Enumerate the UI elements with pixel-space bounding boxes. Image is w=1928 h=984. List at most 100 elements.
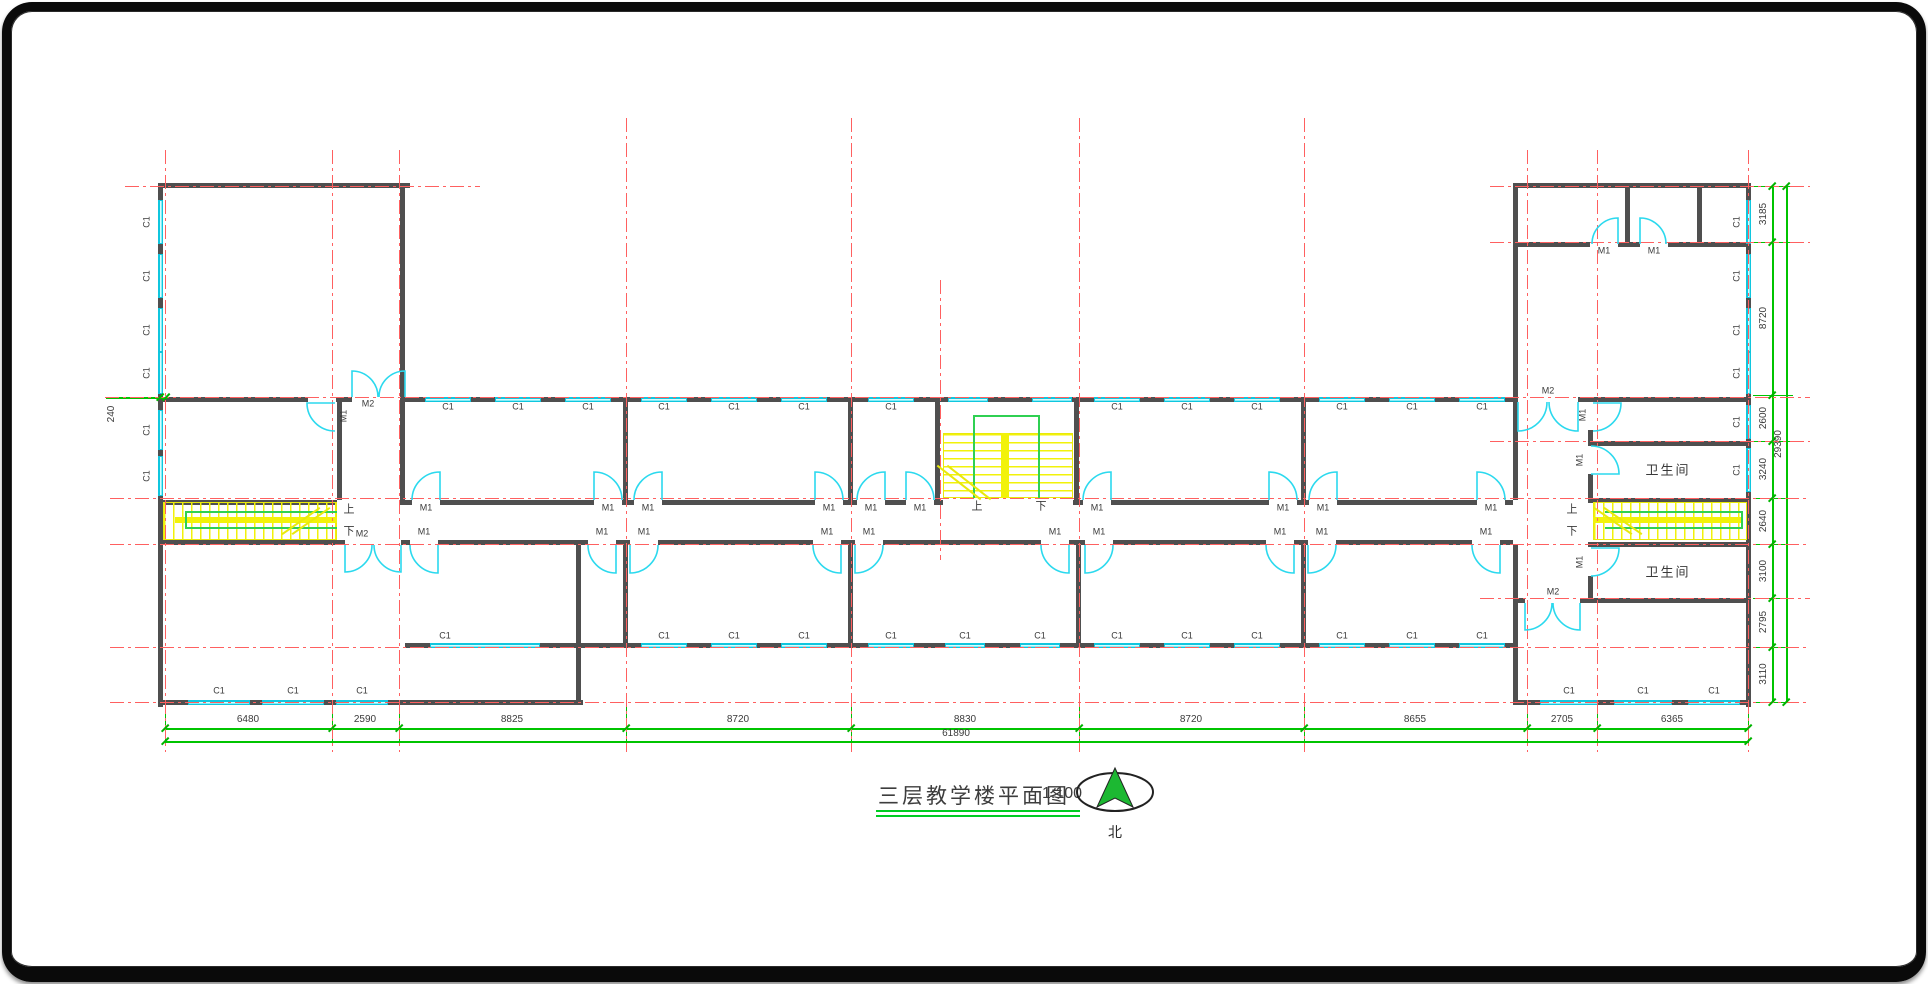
- door-label: M1: [1276, 502, 1290, 513]
- double-door-label: M2: [1546, 586, 1560, 597]
- wall: [1301, 545, 1306, 643]
- door-label: M1: [864, 502, 878, 513]
- stair-down-label: 下: [1035, 500, 1047, 513]
- dimension-label: 3185: [1758, 202, 1769, 226]
- door-label: M1: [820, 526, 834, 537]
- door-m1: [409, 544, 439, 574]
- door-label: M1: [1484, 502, 1498, 513]
- axis-line-vertical: [1597, 150, 1598, 752]
- axis-line-vertical: [626, 118, 627, 752]
- wall: [1074, 397, 1079, 505]
- stair-rail: [1038, 415, 1040, 498]
- wall: [405, 500, 412, 505]
- axis-line-vertical: [1304, 118, 1305, 752]
- title-underline: [876, 815, 1080, 817]
- drawing-title: 三层教学楼平面图: [878, 785, 1070, 808]
- window-label: C1: [439, 630, 451, 641]
- door-m2: [1552, 602, 1581, 631]
- stair-landing-bar: [1001, 433, 1009, 498]
- window-label: C1: [1637, 685, 1649, 696]
- door-m2: [344, 544, 373, 573]
- wall: [1625, 188, 1630, 247]
- dimension-label: 6365: [1660, 714, 1684, 725]
- door-m1: [812, 544, 842, 574]
- wall: [1076, 545, 1081, 643]
- door-m1: [306, 402, 336, 432]
- axis-line-horizontal: [1490, 441, 1810, 442]
- window-label: C1: [213, 685, 225, 696]
- wall: [158, 397, 308, 402]
- window-label: C1: [1406, 401, 1418, 412]
- stair-down-label: 下: [1566, 525, 1578, 538]
- double-door-label: M2: [361, 398, 375, 409]
- dimension-line: [1786, 186, 1788, 702]
- wall: [1618, 242, 1640, 247]
- door-m1: [814, 471, 844, 501]
- window-label: C1: [1476, 401, 1488, 412]
- door-label: M1: [1647, 245, 1661, 256]
- wall: [622, 500, 634, 505]
- stair-rail: [973, 415, 1040, 417]
- axis-line-vertical: [332, 150, 333, 752]
- dimension-label: 240: [106, 405, 117, 423]
- window-label: C1: [728, 401, 740, 412]
- door-label: M1: [419, 502, 433, 513]
- wall: [885, 500, 906, 505]
- window-c1: [158, 456, 163, 496]
- stair-rail: [185, 511, 187, 529]
- window-label: C1: [1708, 685, 1720, 696]
- wall: [848, 545, 853, 643]
- window-label: C1: [141, 424, 152, 436]
- wall: [1069, 540, 1085, 545]
- window-label: C1: [287, 685, 299, 696]
- window-label: C1: [885, 630, 897, 641]
- wall: [1668, 242, 1751, 247]
- dimension-label: 2590: [353, 714, 377, 725]
- wall: [658, 540, 813, 545]
- stair-rail: [1605, 527, 1743, 529]
- wall: [848, 397, 853, 505]
- window-label: C1: [582, 401, 594, 412]
- window-label: C1: [1476, 630, 1488, 641]
- window-label: C1: [1034, 630, 1046, 641]
- wall: [1578, 397, 1751, 402]
- wall: [1513, 183, 1751, 188]
- wall: [616, 540, 630, 545]
- window-label: C1: [1731, 464, 1742, 476]
- axis-line-horizontal: [110, 702, 1810, 703]
- dimension-label: 6480: [236, 714, 260, 725]
- stair-down-label: 下: [343, 525, 355, 538]
- dimension-label: 8825: [500, 714, 524, 725]
- wall: [935, 397, 940, 505]
- door-m1: [1308, 471, 1338, 501]
- door-label: M1: [1048, 526, 1062, 537]
- axis-line-vertical: [851, 118, 852, 752]
- dimension-label: 3110: [1758, 663, 1769, 685]
- wall: [438, 540, 588, 545]
- stair-landing-bar: [175, 517, 337, 523]
- window-c1: [158, 308, 163, 352]
- dimension-label: 8720: [1758, 306, 1769, 330]
- stair-up-label: 上: [343, 503, 355, 516]
- window-label: C1: [1111, 630, 1123, 641]
- door-m1: [1639, 217, 1667, 245]
- wall: [1294, 540, 1308, 545]
- axis-line-vertical: [165, 150, 166, 752]
- axis-line-vertical: [399, 150, 400, 752]
- door-m1: [1040, 544, 1070, 574]
- wall: [1513, 242, 1590, 247]
- axis-line-horizontal: [1480, 598, 1810, 599]
- door-m1: [1590, 547, 1620, 577]
- axis-line-horizontal: [1490, 186, 1810, 187]
- axis-line-horizontal: [125, 186, 480, 187]
- dimension-label: 8720: [726, 714, 750, 725]
- stair-rail: [185, 511, 337, 513]
- door-label: M1: [1090, 502, 1104, 513]
- title-underline: [876, 810, 1080, 812]
- dimension-total-label: 61890: [942, 728, 970, 739]
- window-label: C1: [1336, 630, 1348, 641]
- door-label: M1: [417, 526, 431, 537]
- axis-line-horizontal: [110, 498, 1810, 499]
